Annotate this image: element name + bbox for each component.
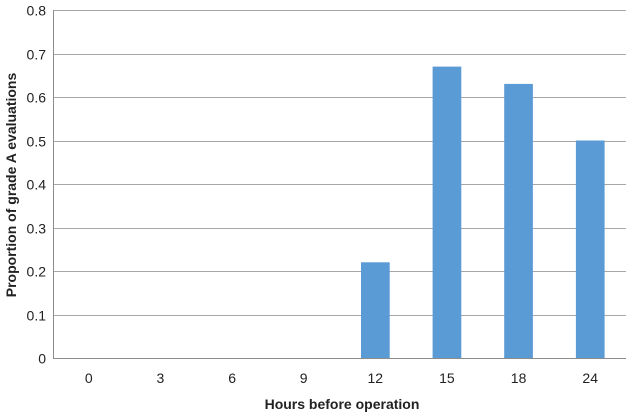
bar-24 [575, 140, 605, 358]
x-tick-label: 9 [300, 370, 308, 386]
x-tick-labels: 0 3 6 9 12 15 18 24 [85, 370, 598, 386]
y-tick-label: 0 [38, 351, 46, 367]
x-tick-label: 6 [228, 370, 236, 386]
x-tick-label: 12 [368, 370, 384, 386]
axes [53, 10, 626, 359]
y-tick-label: 0.2 [27, 264, 47, 280]
y-tick-label: 0.6 [27, 90, 47, 106]
bars [361, 66, 605, 359]
x-tick-label: 0 [85, 370, 93, 386]
x-axis-title: Hours before operation [265, 396, 420, 412]
y-tick-label: 0.3 [27, 221, 47, 237]
bar-15 [432, 66, 462, 358]
y-tick-labels: 0 0.1 0.2 0.3 0.4 0.5 0.6 0.7 0.8 [27, 3, 47, 367]
bar-12 [361, 262, 390, 358]
y-tick-label: 0.7 [27, 47, 47, 63]
bar-18 [504, 83, 533, 359]
x-tick-label: 24 [582, 370, 598, 386]
gridlines [53, 10, 626, 316]
x-tick-label: 15 [439, 370, 455, 386]
y-tick-label: 0.8 [27, 3, 47, 19]
x-tick-label: 3 [157, 370, 165, 386]
x-tick-label: 18 [511, 370, 527, 386]
y-tick-label: 0.4 [27, 177, 47, 193]
y-tick-label: 0.1 [27, 308, 47, 324]
y-axis-title: Proportion of grade A evaluations [3, 73, 19, 298]
y-tick-label: 0.5 [27, 134, 47, 150]
